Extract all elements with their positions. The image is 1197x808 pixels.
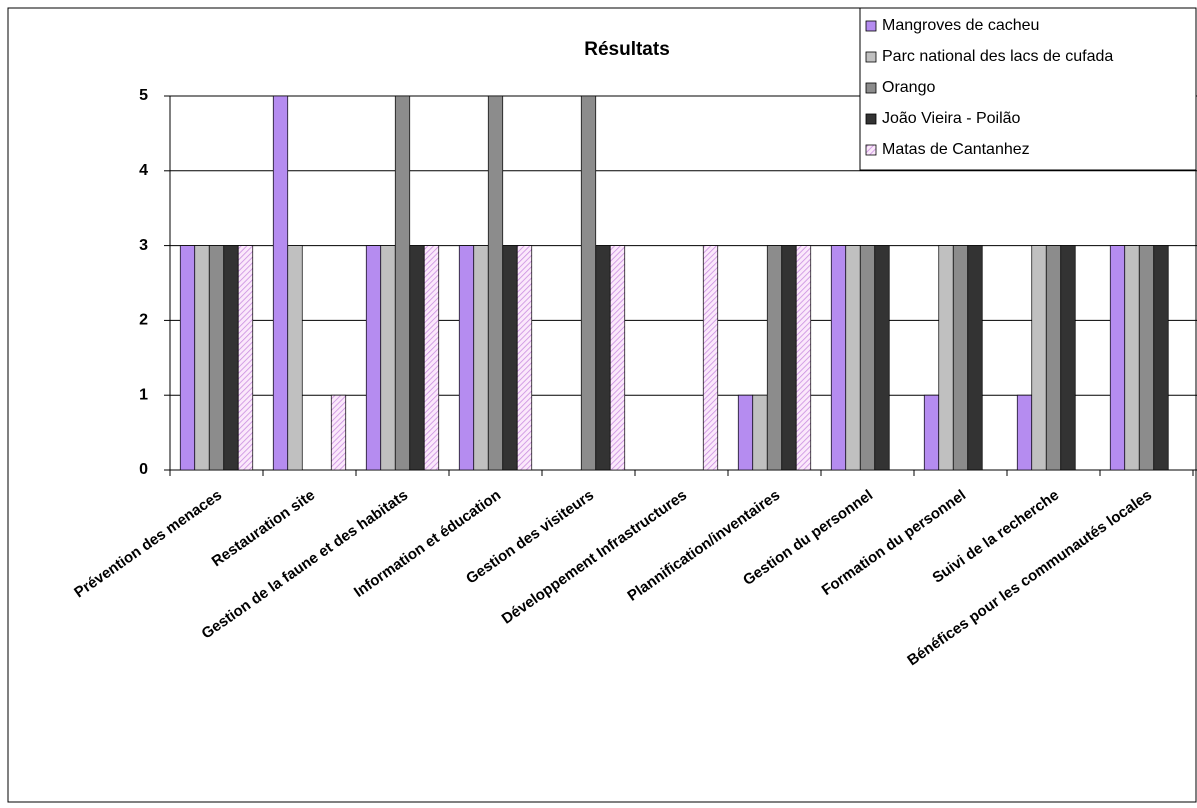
- legend-swatch: [865, 82, 877, 94]
- bar: [859, 245, 876, 471]
- bar: [380, 245, 396, 471]
- legend-label: Mangroves de cacheu: [882, 17, 1039, 34]
- bar: [1060, 245, 1076, 471]
- legend-label: Orango: [882, 79, 935, 96]
- bar: [287, 245, 303, 471]
- y-tick-label: 2: [139, 312, 148, 329]
- bar: [272, 95, 289, 471]
- bar: [830, 245, 847, 471]
- legend-swatch: [865, 51, 877, 63]
- legend-label: Matas de Cantanhez: [882, 141, 1030, 158]
- bar: [766, 245, 783, 471]
- bar: [609, 245, 626, 471]
- legend-swatch: [865, 113, 877, 125]
- y-tick-label: 5: [139, 87, 148, 104]
- bar: [874, 245, 890, 471]
- bar: [1153, 245, 1169, 471]
- bar: [179, 245, 196, 471]
- bar: [752, 394, 768, 471]
- bar: [487, 95, 504, 471]
- bar: [473, 245, 489, 471]
- legend-swatch: [865, 20, 877, 32]
- bar: [502, 245, 518, 471]
- bar: [330, 394, 347, 471]
- bar: [580, 95, 597, 471]
- legend-box: [859, 7, 1197, 171]
- bar: [1045, 245, 1062, 471]
- bar: [737, 394, 754, 471]
- bar: [781, 245, 797, 471]
- bar: [1138, 245, 1155, 471]
- bar: [1031, 245, 1047, 471]
- y-tick-label: 3: [139, 237, 148, 254]
- y-tick-label: 4: [139, 162, 148, 179]
- bar: [845, 245, 861, 471]
- bar: [409, 245, 425, 471]
- bar: [938, 245, 954, 471]
- bar: [208, 245, 225, 471]
- bar: [223, 245, 239, 471]
- legend-swatch: [865, 144, 877, 156]
- bar: [516, 245, 533, 471]
- bar: [237, 245, 254, 471]
- bar: [967, 245, 983, 471]
- bar: [923, 394, 940, 471]
- bar: [702, 245, 719, 471]
- bar: [394, 95, 411, 471]
- bar: [1109, 245, 1126, 471]
- chart-title: Résultats: [584, 39, 670, 60]
- legend-label: João Vieira - Poilão: [882, 110, 1021, 127]
- bar: [952, 245, 969, 471]
- bar: [365, 245, 382, 471]
- bar: [423, 245, 440, 471]
- bar: [1124, 245, 1140, 471]
- bar: [194, 245, 210, 471]
- legend-label: Parc national des lacs de cufada: [882, 48, 1113, 65]
- bar: [458, 245, 475, 471]
- y-tick-label: 0: [139, 461, 148, 478]
- bar: [1016, 394, 1033, 471]
- y-tick-label: 1: [139, 386, 148, 403]
- bar: [795, 245, 812, 471]
- bar: [595, 245, 611, 471]
